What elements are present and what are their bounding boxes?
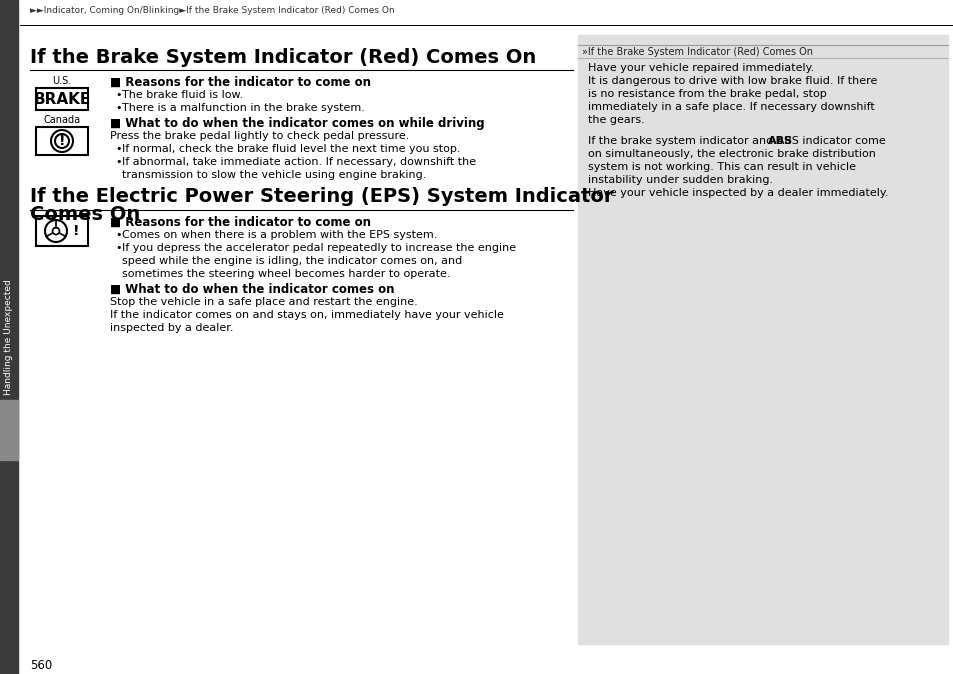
Text: •: •: [115, 90, 121, 100]
Text: »If the Brake System Indicator (Red) Comes On: »If the Brake System Indicator (Red) Com…: [581, 47, 812, 57]
Text: instability under sudden braking.: instability under sudden braking.: [587, 175, 772, 185]
Text: The brake fluid is low.: The brake fluid is low.: [122, 90, 243, 100]
Text: There is a malfunction in the brake system.: There is a malfunction in the brake syst…: [122, 103, 364, 113]
Text: •: •: [115, 243, 121, 253]
Text: !: !: [59, 134, 65, 148]
Text: If the Electric Power Steering (EPS) System Indicator: If the Electric Power Steering (EPS) Sys…: [30, 187, 613, 206]
Text: U.S.: U.S.: [52, 76, 71, 86]
Text: ■ Reasons for the indicator to come on: ■ Reasons for the indicator to come on: [110, 76, 371, 89]
Text: ■ What to do when the indicator comes on: ■ What to do when the indicator comes on: [110, 283, 395, 296]
Text: transmission to slow the vehicle using engine braking.: transmission to slow the vehicle using e…: [122, 170, 426, 180]
Bar: [36, 127, 88, 155]
Text: Comes On: Comes On: [30, 205, 140, 224]
Bar: [578, 35, 947, 644]
Bar: [36, 88, 88, 110]
Text: If abnormal, take immediate action. If necessary, downshift the: If abnormal, take immediate action. If n…: [122, 157, 476, 167]
Text: ■ What to do when the indicator comes on while driving: ■ What to do when the indicator comes on…: [110, 117, 484, 130]
Text: ■ Reasons for the indicator to come on: ■ Reasons for the indicator to come on: [110, 216, 371, 229]
Text: speed while the engine is idling, the indicator comes on, and: speed while the engine is idling, the in…: [122, 256, 462, 266]
Bar: [0, 400, 18, 460]
Text: •: •: [115, 144, 121, 154]
Text: •: •: [115, 103, 121, 113]
Text: the gears.: the gears.: [587, 115, 644, 125]
Text: •: •: [115, 230, 121, 240]
Text: ABS: ABS: [767, 136, 792, 146]
Text: sometimes the steering wheel becomes harder to operate.: sometimes the steering wheel becomes har…: [122, 269, 450, 279]
Text: Handling the Unexpected: Handling the Unexpected: [5, 279, 13, 395]
Text: It is dangerous to drive with low brake fluid. If there: It is dangerous to drive with low brake …: [587, 76, 877, 86]
Text: If the indicator comes on and stays on, immediately have your vehicle: If the indicator comes on and stays on, …: [110, 310, 503, 320]
Text: 560: 560: [30, 659, 52, 672]
Text: BRAKE: BRAKE: [33, 92, 91, 106]
Text: immediately in a safe place. If necessary downshift: immediately in a safe place. If necessar…: [587, 102, 874, 112]
Text: system is not working. This can result in vehicle: system is not working. This can result i…: [587, 162, 855, 172]
Text: If normal, check the brake fluid level the next time you stop.: If normal, check the brake fluid level t…: [122, 144, 460, 154]
Text: If you depress the accelerator pedal repeatedly to increase the engine: If you depress the accelerator pedal rep…: [122, 243, 516, 253]
Text: is no resistance from the brake pedal, stop: is no resistance from the brake pedal, s…: [587, 89, 826, 99]
Text: Press the brake pedal lightly to check pedal pressure.: Press the brake pedal lightly to check p…: [110, 131, 409, 141]
Text: Have your vehicle repaired immediately.: Have your vehicle repaired immediately.: [587, 63, 814, 73]
Text: Canada: Canada: [44, 115, 80, 125]
Text: If the Brake System Indicator (Red) Comes On: If the Brake System Indicator (Red) Come…: [30, 48, 536, 67]
Text: Stop the vehicle in a safe place and restart the engine.: Stop the vehicle in a safe place and res…: [110, 297, 417, 307]
Text: Comes on when there is a problem with the EPS system.: Comes on when there is a problem with th…: [122, 230, 436, 240]
Text: Have your vehicle inspected by a dealer immediately.: Have your vehicle inspected by a dealer …: [587, 188, 887, 198]
Text: ►►Indicator, Coming On/Blinking►If the Brake System Indicator (Red) Comes On: ►►Indicator, Coming On/Blinking►If the B…: [30, 6, 395, 15]
Text: !: !: [72, 224, 79, 238]
Text: inspected by a dealer.: inspected by a dealer.: [110, 323, 233, 333]
Bar: [0, 0, 18, 674]
Text: If the brake system indicator and ABS indicator come: If the brake system indicator and ABS in…: [587, 136, 884, 146]
Text: •: •: [115, 157, 121, 167]
Bar: [36, 216, 88, 246]
Text: on simultaneously, the electronic brake distribution: on simultaneously, the electronic brake …: [587, 149, 875, 159]
